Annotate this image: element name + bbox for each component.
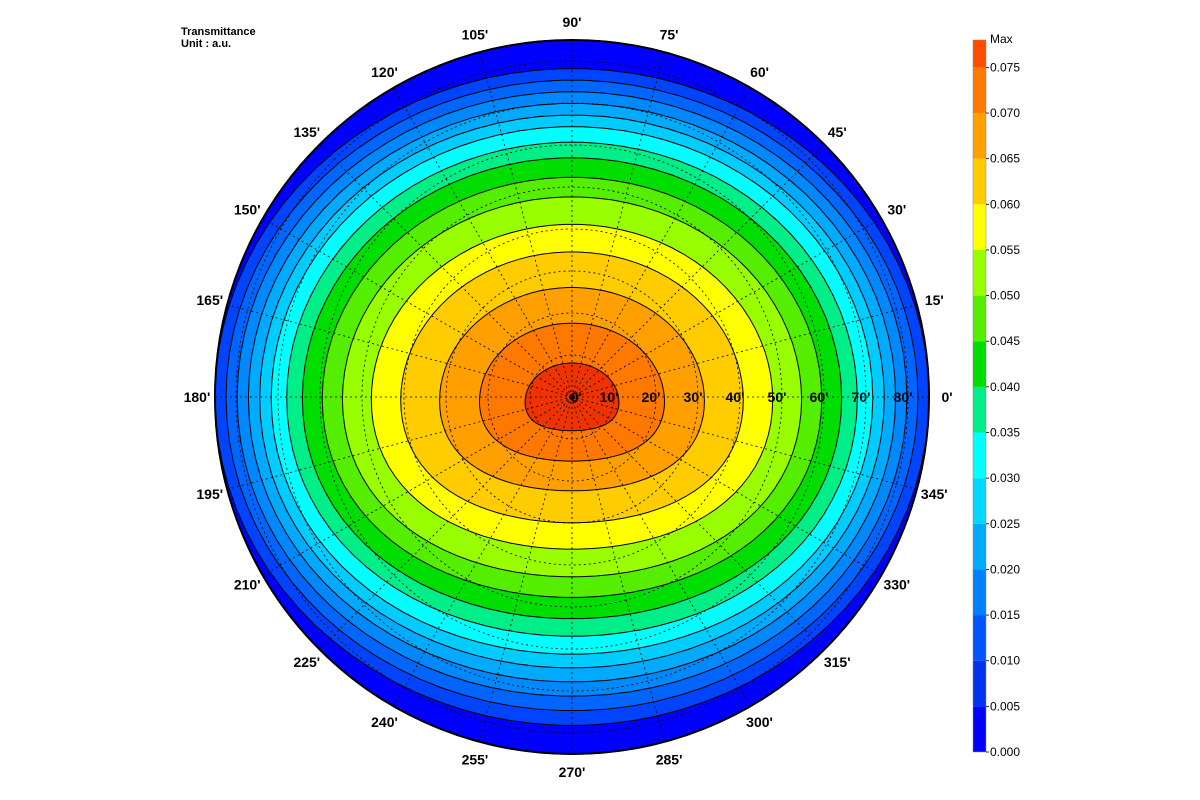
radial-gridline	[277, 102, 867, 692]
colorbar-segment	[973, 569, 986, 616]
angle-label: 240'	[371, 714, 398, 730]
colorbar-max-label: Max	[990, 32, 1013, 46]
colorbar-tick-label: 0.025	[990, 517, 1020, 531]
colorbar-tick-label: 0.070	[990, 106, 1020, 120]
colorbar-tick-label: 0.045	[990, 334, 1020, 348]
colorbar-tick-label: 0.030	[990, 471, 1020, 485]
colorbar-tick-label: 0.060	[990, 197, 1020, 211]
colorbar-segment	[973, 249, 986, 296]
colorbar-segment	[973, 615, 986, 661]
angle-label: 75'	[660, 27, 679, 43]
colorbar-tick-label: 0.050	[990, 289, 1020, 303]
colorbar-segment	[973, 386, 986, 433]
angle-label: 285'	[656, 751, 683, 767]
radial-label: 10'	[600, 389, 619, 405]
radial-label: 20'	[642, 389, 661, 405]
angle-label: 255'	[462, 751, 489, 767]
angle-label: 45'	[828, 124, 847, 140]
colorbar: Max 0.075 0.070 0.065 0.060 0.055 0.050 0.045 0.…	[972, 32, 1020, 759]
angle-label: 15'	[925, 292, 944, 308]
angle-label: 150'	[234, 201, 261, 217]
angle-label: 345'	[921, 486, 948, 502]
angle-label: 105'	[462, 27, 489, 43]
angle-label: 60'	[750, 64, 769, 80]
angle-label: 120'	[371, 64, 398, 80]
angle-labels: 0' 15' 30' 45' 60' 75' 90' 105' 120' 135' 150' 165'…	[184, 14, 953, 780]
angle-label: 0'	[941, 389, 952, 405]
colorbar-tick-label: 0.000	[990, 745, 1020, 759]
colorbar-tick-label: 0.010	[990, 654, 1020, 668]
angle-label: 315'	[824, 654, 851, 670]
radial-label: 80'	[894, 389, 913, 405]
chart-title: Transmittance	[181, 26, 256, 38]
radial-label: 70'	[852, 389, 871, 405]
angle-label: 165'	[196, 292, 223, 308]
colorbar-segment	[973, 158, 986, 205]
radial-labels: 0' 10' 20' 30' 40' 50' 60' 70' 80'	[570, 389, 912, 405]
angle-label: 195'	[196, 486, 223, 502]
radial-label: 60'	[810, 389, 829, 405]
plot-border	[214, 39, 930, 755]
angle-label: 330'	[883, 577, 910, 593]
polar-grid	[214, 39, 930, 755]
colorbar-tick-label: 0.040	[990, 380, 1020, 394]
radial-label: 40'	[726, 389, 745, 405]
colorbar-segment	[973, 295, 986, 342]
colorbar-segment	[973, 478, 986, 524]
colorbar-segment	[973, 706, 986, 752]
radial-gridline	[403, 228, 741, 566]
colorbar-tick-label: 0.015	[990, 608, 1020, 622]
colorbar-tick-label: 0.065	[990, 152, 1020, 166]
angle-label: 30'	[887, 201, 906, 217]
radial-gridline	[487, 312, 657, 482]
unit-label: Unit : a.u.	[181, 38, 232, 50]
colorbar-segment	[973, 40, 986, 68]
colorbar-segment	[973, 432, 986, 479]
angle-label: 210'	[234, 577, 261, 593]
angle-label: 180'	[184, 389, 211, 405]
colorbar-tick-label: 0.005	[990, 699, 1020, 713]
angle-label: 300'	[746, 714, 773, 730]
colorbar-segment	[973, 204, 986, 250]
center-dot	[569, 394, 575, 400]
colorbar-segment	[973, 341, 986, 387]
colorbar-tick-label: 0.055	[990, 243, 1020, 257]
colorbar-frame	[972, 39, 987, 753]
radial-label: 30'	[684, 389, 703, 405]
radial-label: 50'	[768, 389, 787, 405]
angle-label: 90'	[563, 14, 582, 30]
angle-label: 225'	[293, 654, 320, 670]
colorbar-segment	[973, 660, 986, 707]
colorbar-segment	[973, 113, 986, 159]
colorbar-tick-label: 0.075	[990, 60, 1020, 74]
colorbar-segment	[973, 523, 986, 570]
angle-label: 135'	[293, 124, 320, 140]
colorbar-tick-label: 0.020	[990, 562, 1020, 576]
angle-label: 270'	[559, 764, 586, 780]
colorbar-segment	[973, 67, 986, 114]
radial-label: 0'	[570, 389, 581, 405]
colorbar-tick-label: 0.035	[990, 426, 1020, 440]
